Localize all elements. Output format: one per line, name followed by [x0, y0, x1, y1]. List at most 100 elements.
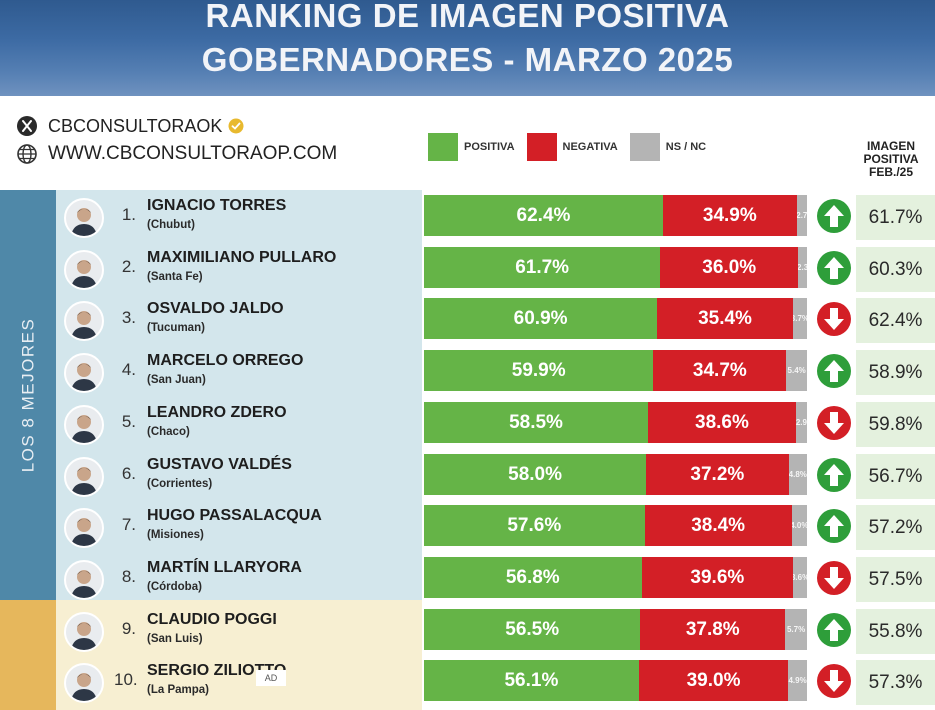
rank-number: 8. [121, 567, 136, 586]
bar-nsnc: 3.6% [793, 557, 807, 598]
table-row: 6. GUSTAVO VALDÉS (Corrientes) 58.0% 37.2% 4.… [56, 451, 935, 503]
governor-name: HUGO PASSALACQUA [147, 507, 322, 524]
verified-badge-icon [228, 118, 244, 134]
rank-number: 2. [121, 257, 136, 276]
province-label: (Corrientes) [147, 478, 213, 490]
legend-swatch-nsnc [629, 133, 660, 161]
bar-positiva: 56.8% [424, 557, 642, 598]
stacked-bar: 61.7% 36.0% 2.3 [424, 247, 807, 288]
chart-title-line-2: GOBERNADORES - MARZO 2025 [201, 41, 734, 78]
province-label: (San Juan) [147, 374, 206, 386]
names-panel-top [56, 190, 422, 600]
trend-up-icon [816, 457, 852, 493]
avatar [64, 508, 104, 548]
trend-up-icon [816, 198, 852, 234]
province-label: (Santa Fe) [147, 271, 203, 283]
trend-up-icon [816, 250, 852, 286]
bar-negativa: 38.6% [648, 402, 796, 443]
legend-item-negativa: NEGATIVA [526, 133, 618, 161]
stacked-bar: 56.8%39.6%3.6% [424, 557, 807, 598]
governor-name: SERGIO ZILIOTTO [147, 662, 287, 679]
stacked-bar: 58.5% 38.6% 2.9 [424, 402, 807, 443]
website-text: WWW.CBCONSULTORAOP.COM [48, 143, 338, 164]
bar-positiva: 59.9% [424, 350, 654, 391]
bar-negativa: 35.4% [657, 298, 793, 339]
rank-number: 4. [121, 360, 136, 379]
group-band-bottom [0, 600, 56, 710]
bar-nsnc: 2.3 [798, 247, 807, 288]
avatar [64, 405, 104, 445]
bar-positiva: 60.9% [424, 298, 658, 339]
stacked-bar: 60.9%35.4%3.7% [424, 298, 807, 339]
avatar [64, 250, 104, 290]
bar-nsnc: 4.8% [788, 454, 807, 495]
bar-negativa: 37.8% [640, 609, 786, 650]
trend-down-icon [816, 405, 852, 441]
table-row: 1. IGNACIO TORRES (Chubut) 62.4% 34.9% 2.7 61.… [56, 192, 935, 244]
bar-nsnc: 4.0% [791, 505, 807, 546]
governor-name: LEANDRO ZDERO [147, 404, 287, 421]
province-label: (La Pampa) [147, 684, 209, 696]
bar-nsnc: 5.4% [786, 350, 807, 391]
legend-swatch-positiva [428, 133, 458, 161]
previous-header-line-3: FEB./25 [868, 165, 913, 179]
governor-name: OSVALDO JALDO [147, 300, 284, 317]
globe-icon [16, 143, 38, 165]
bar-negativa: 36.0% [660, 247, 799, 288]
governor-name: MARCELO ORREGO [147, 352, 304, 369]
bar-nsnc: 2.9 [795, 402, 807, 443]
group-band-top [0, 190, 56, 600]
trend-up-icon [816, 353, 852, 389]
trend-down-icon [816, 560, 852, 596]
table-row: 5. LEANDRO ZDERO (Chaco) 58.5% 38.6% 2.9 59.8% [56, 399, 935, 451]
province-label: (Chaco) [147, 426, 190, 438]
x-handle-row[interactable]: CBCONSULTORAOK [16, 112, 376, 140]
previous-value: 57.5% [856, 557, 935, 602]
table-row: 8. MARTÍN LLARYORA (Córdoba) 56.8%39.6%3.6%… [56, 554, 935, 606]
previous-value: 57.2% [856, 505, 935, 550]
bar-positiva: 56.5% [424, 609, 641, 650]
previous-header-line-2: POSITIVA [863, 152, 919, 166]
governor-name: GUSTAVO VALDÉS [147, 456, 292, 473]
website-row[interactable]: WWW.CBCONSULTORAOP.COM [16, 140, 376, 168]
table-row: 3. OSVALDO JALDO (Tucuman) 60.9%35.4%3.7% 62… [56, 295, 935, 347]
rank-number: 6. [121, 464, 136, 483]
table-row: 10. SERGIO ZILIOTTO (La Pampa) 56.1% 39.0% 4.… [56, 657, 935, 709]
avatar [64, 612, 104, 652]
bar-positiva: 56.1% [424, 660, 639, 701]
bar-positiva: 62.4% [424, 195, 663, 236]
rank-number: 10. [114, 670, 138, 689]
x-handle-text: CBCONSULTORAOK [48, 115, 223, 136]
table-row: 7. HUGO PASSALACQUA (Misiones) 57.6% 38.4% 4.… [56, 502, 935, 554]
legend-item-nsnc: NS / NC [629, 133, 706, 161]
trend-down-icon [816, 663, 852, 699]
bar-negativa: 39.6% [641, 557, 794, 598]
bar-nsnc: 3.7% [792, 298, 807, 339]
province-label: (Córdoba) [147, 581, 202, 593]
bar-negativa: 38.4% [644, 505, 792, 546]
group-label-top-text: LOS 8 MEJORES [18, 317, 38, 473]
previous-column-header: IMAGEN POSITIVA FEB./25 [852, 140, 930, 179]
bar-negativa: 37.2% [646, 454, 789, 495]
governor-name: MAXIMILIANO PULLARO [147, 249, 337, 266]
chart-title-line-1: RANKING DE IMAGEN POSITIVA [205, 0, 730, 34]
bar-nsnc: 5.7% [785, 609, 807, 650]
rank-number: 7. [121, 515, 136, 534]
avatar [64, 353, 104, 393]
governor-name: MARTÍN LLARYORA [147, 559, 302, 576]
bar-positiva: 58.0% [424, 454, 647, 495]
rank-number: 3. [121, 308, 136, 327]
province-label: (San Luis) [147, 633, 203, 645]
stacked-bar: 62.4% 34.9% 2.7 [424, 195, 807, 236]
stacked-bar: 56.1% 39.0% 4.9% [424, 660, 807, 701]
avatar [64, 301, 104, 341]
stacked-bar: 57.6%38.4%4.0% [424, 505, 807, 546]
previous-value: 62.4% [856, 298, 935, 343]
previous-header-line-1: IMAGEN [867, 139, 915, 153]
legend-label-positiva: POSITIVA [464, 141, 515, 153]
governor-name: IGNACIO TORRES [147, 197, 287, 214]
table-row: 9. CLAUDIO POGGI (San Luis) 56.5% 37.8% 5.7% 5… [56, 606, 935, 658]
legend-item-positiva: POSITIVA [428, 133, 515, 161]
previous-value: 58.9% [856, 350, 935, 395]
trend-up-icon [816, 612, 852, 648]
